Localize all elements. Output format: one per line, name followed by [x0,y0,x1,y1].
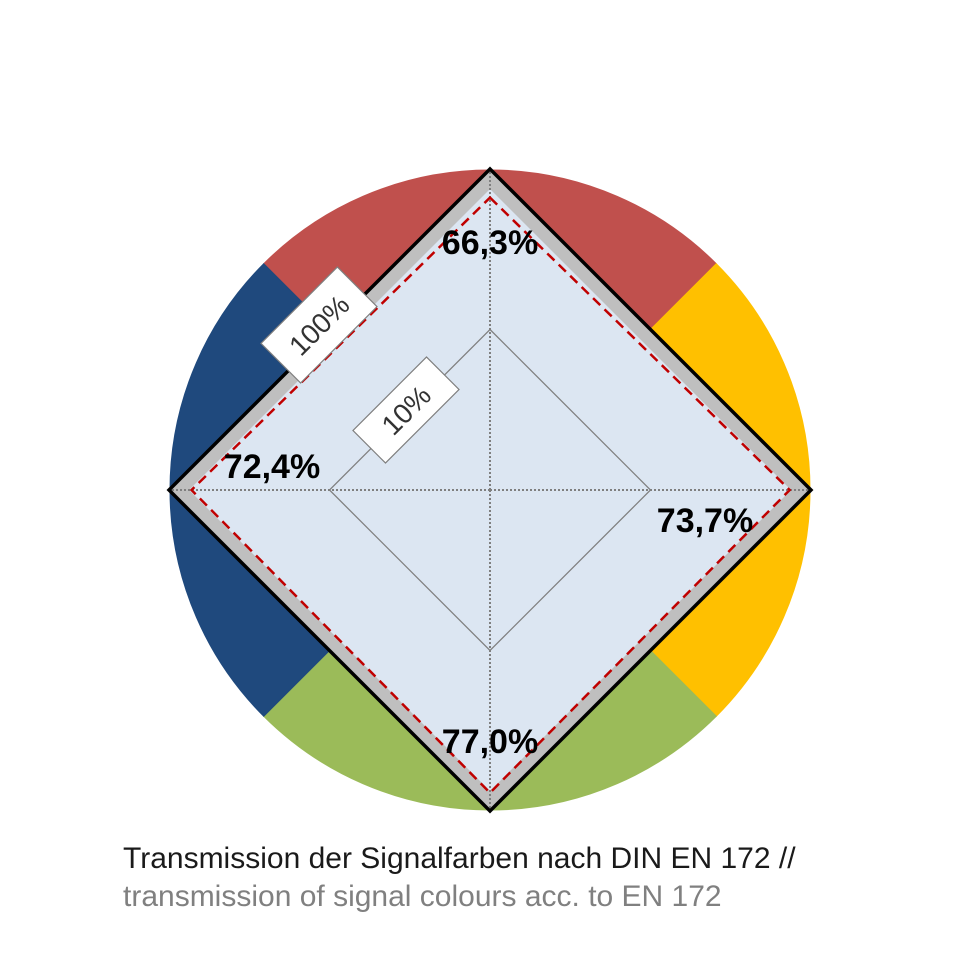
caption-german: Transmission der Signalfarben nach DIN E… [123,842,796,875]
value-label-2: 77,0% [442,723,538,761]
ring-label-box [352,356,460,464]
value-label-0: 66,3% [442,224,538,262]
chart-caption: Transmission der Signalfarben nach DIN E… [123,840,963,916]
value-label-1: 73,7% [657,502,753,540]
series-transmission [189,195,792,795]
value-labels: 66,3% 73,7% 77,0% 72,4% [224,224,753,761]
caption-english: transmission of signal colours acc. to E… [123,880,722,913]
value-label-3: 72,4% [224,448,320,486]
ring-label-10: 10% [352,356,460,464]
transmission-radar-chart: 66,3%73,7%77,0%72,4% 10%100% [166,166,814,814]
ring-label-box [260,266,378,384]
ring-100-border [166,166,814,814]
